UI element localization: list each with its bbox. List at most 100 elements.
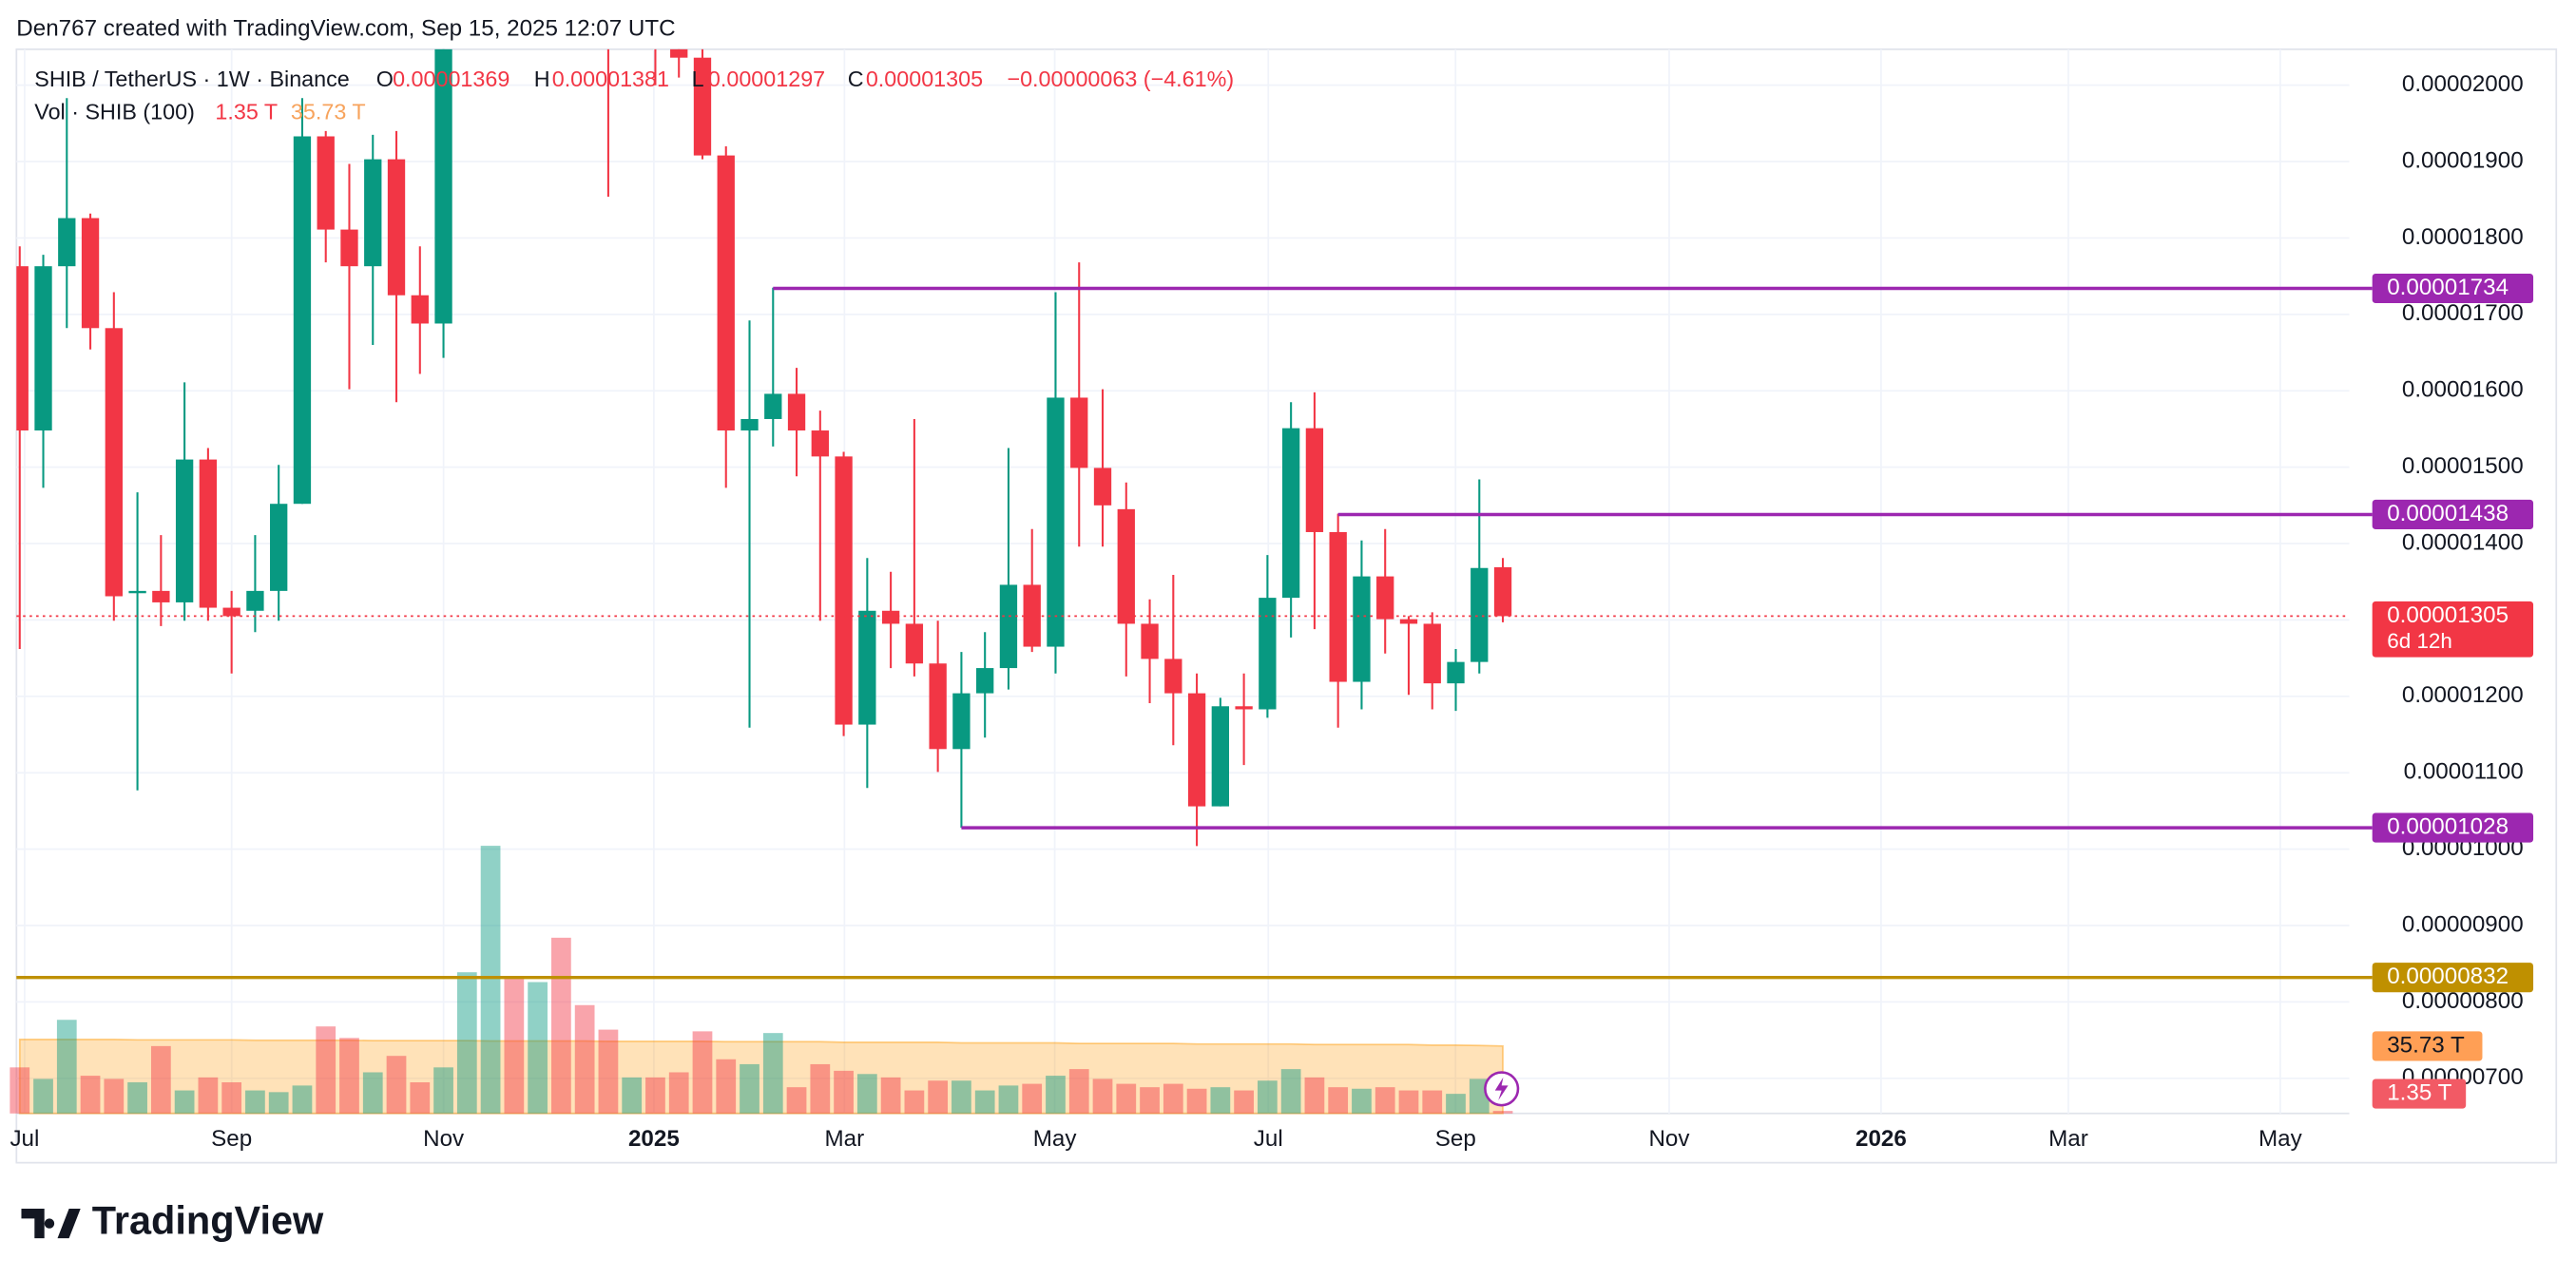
candle-body: [105, 328, 123, 597]
candle-body: [81, 218, 100, 329]
volume-title: Vol · SHIB (100): [34, 99, 195, 124]
y-tick-label: 0.00001700: [2402, 300, 2524, 326]
candle-body: [1399, 619, 1418, 624]
candles: [16, 0, 1512, 847]
snap-icon[interactable]: [1484, 1071, 1520, 1107]
y-tick-label: 0.00001100: [2404, 759, 2524, 785]
candle-body: [293, 136, 312, 505]
candle-body: [858, 610, 876, 725]
x-tick-label: Mar: [2048, 1126, 2088, 1152]
y-tick-label: 0.00001600: [2402, 377, 2524, 403]
volume-value: 1.35 T: [215, 99, 278, 124]
volume-bar: [56, 1020, 77, 1114]
candle-body: [1211, 706, 1230, 807]
candle-body: [1447, 661, 1465, 684]
candle-body: [740, 418, 759, 431]
candle-body: [929, 663, 947, 750]
x-tick-label: Jul: [1254, 1126, 1283, 1152]
volume-bar: [692, 1031, 713, 1114]
volume-bar: [622, 1077, 643, 1114]
level-label: 0.00001028: [2387, 813, 2509, 839]
legend-value: 0.00001297: [708, 67, 825, 91]
volume-bar: [174, 1090, 195, 1114]
y-tick-label: 0.00001400: [2402, 529, 2524, 555]
y-tick-label: 0.00001200: [2402, 682, 2524, 708]
candle-body: [952, 693, 971, 750]
candle-body: [905, 623, 924, 664]
volume-bar: [880, 1077, 901, 1114]
volume-bar: [127, 1082, 147, 1114]
volume-bar: [198, 1077, 219, 1114]
candle-body: [434, 48, 452, 324]
candle-body: [811, 430, 829, 457]
current-price-tag: [2372, 601, 2534, 658]
volume-bar: [856, 1074, 877, 1114]
legend-value: 0.00001381: [552, 67, 669, 91]
levels: [16, 286, 2373, 980]
candle-body: [835, 456, 853, 725]
volume-bar: [1352, 1088, 1372, 1114]
candle-body: [1093, 468, 1112, 506]
x-tick-label: Mar: [825, 1126, 865, 1152]
level-tag: [2372, 499, 2534, 530]
y-tick-label: 0.00001500: [2402, 453, 2524, 479]
volume-bar: [998, 1085, 1019, 1114]
volume-bar: [268, 1092, 289, 1114]
x-tick-label: Nov: [423, 1126, 465, 1152]
volume-bar: [1140, 1087, 1160, 1114]
volume-tag-label: 1.35 T: [2387, 1079, 2451, 1105]
volume-bar: [316, 1026, 336, 1114]
legend-key: C: [848, 67, 864, 91]
volume-bar: [810, 1063, 831, 1114]
legend-key: L: [692, 67, 704, 91]
volume-bar: [10, 1067, 30, 1114]
candle-body: [175, 459, 194, 602]
volume-bar: [974, 1090, 995, 1114]
volume-bar: [362, 1072, 383, 1114]
candle-body: [1376, 576, 1394, 620]
volume-bar: [80, 1076, 101, 1114]
volume-bar: [1280, 1069, 1301, 1114]
y-tick-label: 0.00000800: [2402, 988, 2524, 1014]
x-tick-label: Sep: [1435, 1126, 1476, 1152]
logo: [21, 1209, 81, 1239]
candle-body: [717, 155, 735, 431]
volume-bar: [433, 1067, 453, 1114]
candle-body: [1471, 567, 1489, 662]
volume-bar: [740, 1063, 759, 1114]
volume-ma-tag: [2372, 1031, 2483, 1061]
volume-bar: [1092, 1079, 1113, 1114]
candle-body: [1423, 623, 1441, 684]
level-tag: [2372, 812, 2534, 843]
grid: 0.00002000 0.00001900 0.00001800 0.00001700…: [10, 48, 2524, 1152]
level-tag: [2372, 963, 2534, 993]
volume-bar: [528, 982, 548, 1114]
volume-bar: [786, 1087, 807, 1114]
y-tick-label: 0.00001900: [2402, 147, 2524, 173]
candle-body: [1141, 623, 1159, 659]
candle-body: [34, 266, 52, 431]
volume-bar: [1398, 1090, 1419, 1114]
candle-body: [458, 0, 475, 9]
candle-body: [1117, 508, 1135, 624]
volume-bar: [598, 1029, 619, 1114]
volume-bar: [551, 937, 571, 1114]
volume-bar: [150, 1045, 171, 1114]
volume-bar: [410, 1082, 431, 1114]
candle-body: [128, 590, 146, 594]
candle-body: [1164, 659, 1182, 694]
volume-bar: [1116, 1083, 1137, 1114]
volume-bar: [504, 979, 525, 1114]
candle-body: [1353, 576, 1371, 682]
candle-body: [764, 393, 782, 419]
x-tick-label: Sep: [211, 1126, 252, 1152]
candle-body: [16, 266, 29, 431]
volume-bar: [1068, 1069, 1089, 1114]
volume-bar: [1022, 1083, 1043, 1114]
volume-bar: [716, 1059, 737, 1114]
volume-bar: [221, 1082, 242, 1114]
volume-bar: [33, 1079, 53, 1114]
volume-bar: [1375, 1087, 1395, 1114]
volume-bar: [1304, 1077, 1325, 1114]
